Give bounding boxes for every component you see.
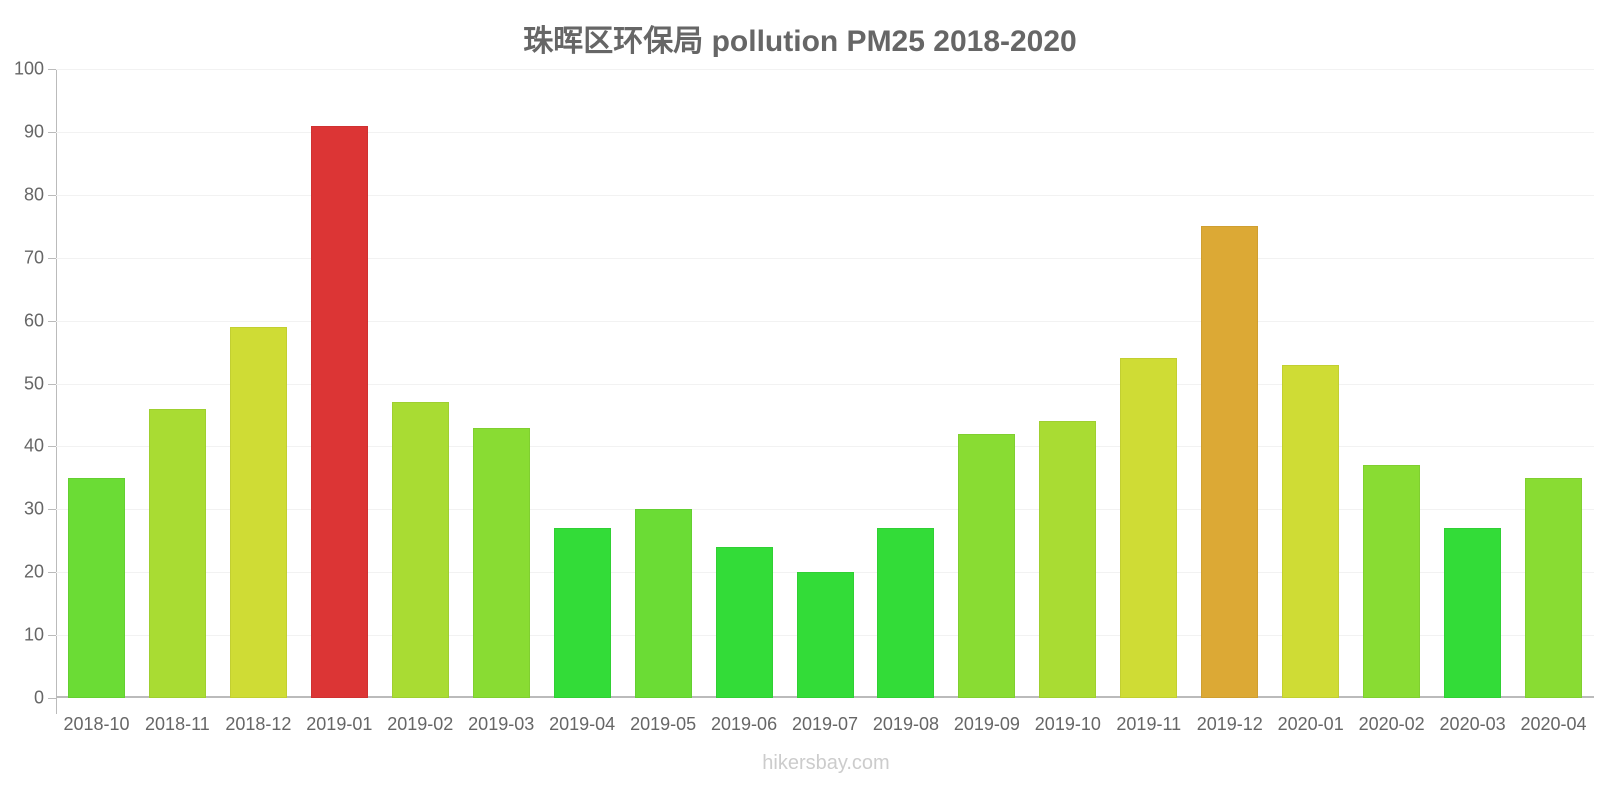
y-tick-mark [48,698,56,699]
y-tick-label: 20 [23,561,44,582]
bar-2020-02[interactable] [1363,465,1421,698]
bar-2019-06[interactable] [715,547,773,698]
x-tick-label: 2018-11 [145,714,210,734]
bar-2019-07[interactable] [796,572,854,698]
gridline [56,446,1594,448]
x-tick-label: 2019-06 [711,714,778,734]
x-tick-label: 2020-01 [1277,714,1344,734]
x-tick-label: 2019-03 [468,714,535,734]
x-tick-label: 2019-09 [953,714,1020,734]
y-tick-label: 70 [23,247,44,268]
bar-2019-04[interactable] [553,528,611,698]
bar-2020-04[interactable] [1525,477,1583,698]
bar-2019-01[interactable] [310,125,368,698]
gridline [56,69,1594,70]
x-tick-label: 2020-04 [1520,714,1587,734]
bar-2020-03[interactable] [1444,528,1502,698]
y-tick-label: 50 [23,373,44,393]
watermark: hikersbay.com [762,752,890,774]
gridline [56,320,1594,322]
x-tick-label: 2020-02 [1358,714,1425,734]
y-tick-mark [48,69,56,70]
gridline [56,257,1594,259]
y-tick-label: 60 [23,310,44,331]
y-tick-label: 10 [23,624,44,645]
chart-title: 珠晖区环保局 pollution PM25 2018-2020 [523,25,1077,58]
x-tick-label: 2019-10 [1034,714,1101,734]
x-tick-label: 2018-12 [225,714,292,734]
x-tick-label: 2019-01 [306,714,373,734]
y-tick-mark [48,572,56,574]
y-tick-label: 100 [13,58,44,79]
y-tick-mark [48,383,56,385]
bar-2019-11[interactable] [1120,358,1178,698]
y-tick-mark [48,446,56,448]
x-tick-label: 2019-05 [630,714,697,734]
y-tick-mark [48,131,56,133]
gridline [56,383,1594,385]
bar-2019-05[interactable] [634,509,692,698]
bar-2019-12[interactable] [1201,226,1259,698]
y-axis [56,69,57,714]
x-tick-label: 2019-08 [872,714,939,734]
bar-2018-12[interactable] [229,326,287,698]
x-tick-label: 2018-10 [63,714,130,734]
gridline [56,131,1594,133]
y-tick-mark [48,194,56,196]
x-tick-label: 2019-02 [387,714,454,734]
x-tick-label: 2020-03 [1439,714,1506,734]
x-tick-label: 2019-07 [791,714,859,734]
x-tick-label: 2019-11 [1116,714,1182,734]
y-tick-label: 80 [23,184,44,205]
bar-2018-10[interactable] [67,477,125,698]
bar-2019-09[interactable] [958,433,1016,698]
bar-2018-11[interactable] [148,408,206,698]
y-tick-label: 0 [33,687,44,708]
x-tick-label: 2019-04 [549,714,616,734]
plot-area: 0 10 20 30 40 50 60 70 80 90 100 2018-10 2018-11 2018… [14,59,1594,734]
y-tick-label: 30 [23,498,44,519]
gridline [56,194,1594,196]
y-tick-mark [48,635,56,637]
y-tick-mark [48,320,56,322]
gridline [56,509,1594,511]
bar-2019-03[interactable] [472,427,530,698]
bar-2019-08[interactable] [877,528,935,698]
bar-2020-01[interactable] [1282,364,1340,698]
x-tick-label: 2019-12 [1196,714,1263,734]
y-tick-label: 90 [23,121,44,142]
y-tick-mark [48,257,56,259]
bar-2019-10[interactable] [1039,421,1097,698]
bar-2019-02[interactable] [391,402,449,698]
y-tick-mark [48,509,56,511]
y-tick-label: 40 [23,435,44,456]
